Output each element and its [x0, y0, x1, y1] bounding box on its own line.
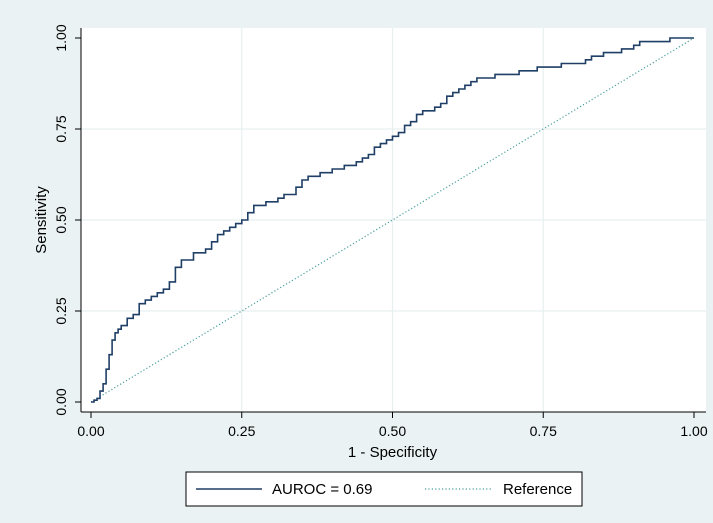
y-tick-label: 0.25: [53, 297, 69, 324]
gridlines: [81, 28, 706, 412]
axes: 0.00 0.25 0.50 0.75 1.00 0.00 0.25 0.50 0.75 1.00: [53, 24, 708, 439]
x-axis-title: 1 - Specificity: [348, 444, 438, 461]
legend-label-reference: Reference: [503, 481, 572, 498]
legend-label-auroc: AUROC = 0.69: [272, 481, 372, 498]
x-tick-label: 1.00: [680, 423, 707, 439]
series-auroc-line: [91, 37, 694, 403]
legend: AUROC = 0.69 Reference: [185, 471, 583, 507]
x-tick-label: 0.00: [77, 423, 104, 439]
y-tick-label: 0.50: [53, 206, 69, 233]
series-group: [90, 37, 695, 403]
y-axis-title: Sensitivity: [33, 186, 50, 254]
x-tick-label: 0.25: [228, 423, 255, 439]
x-tick-label: 0.75: [530, 423, 557, 439]
y-tick-label: 0.75: [53, 115, 69, 142]
y-tick-label: 0.00: [53, 388, 69, 415]
x-tick-label: 0.50: [379, 423, 406, 439]
y-tick-label: 1.00: [53, 24, 69, 51]
